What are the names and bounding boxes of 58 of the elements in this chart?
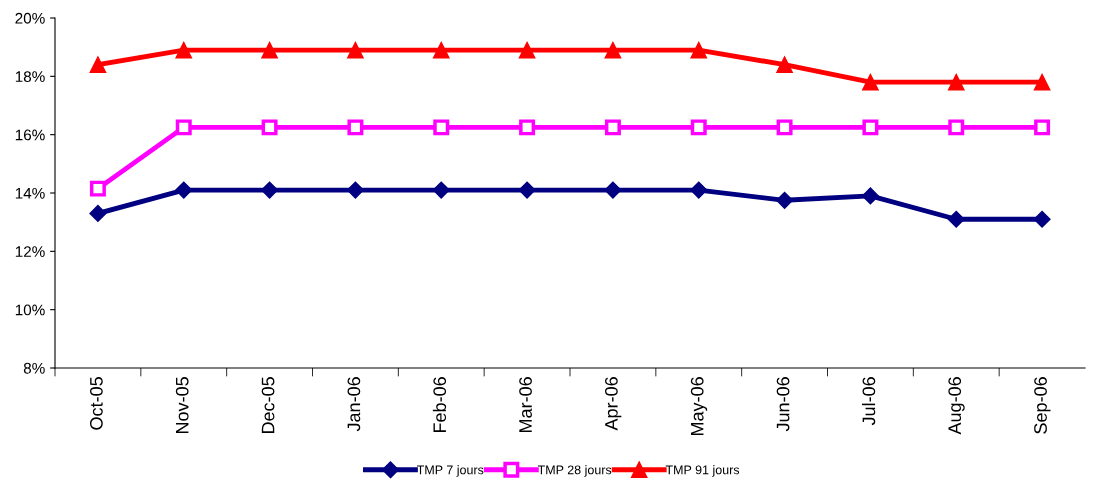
x-tick-label: Jan-06 <box>347 377 361 432</box>
x-tick-label: Apr-06 <box>604 377 622 431</box>
point <box>947 210 965 228</box>
point <box>519 119 536 136</box>
x-tick-label: Aug-06 <box>948 377 965 435</box>
point <box>690 181 708 199</box>
point <box>604 181 622 199</box>
point <box>432 41 450 59</box>
point <box>861 187 879 205</box>
point <box>690 41 708 59</box>
legend-label: TMP 7 jours <box>416 465 484 477</box>
point <box>89 180 106 197</box>
point <box>432 181 450 199</box>
y-tick-label: 16% <box>15 129 45 141</box>
point <box>776 56 793 74</box>
point <box>89 204 107 222</box>
point <box>89 56 107 74</box>
x-tick-label: Jul-06 <box>862 377 876 426</box>
legend-label: TMP 28 jours <box>537 465 612 477</box>
point <box>433 119 450 136</box>
point <box>261 41 278 59</box>
point <box>1033 73 1051 91</box>
y-tick-label: 12% <box>15 246 45 257</box>
point <box>862 73 879 91</box>
point <box>347 119 364 136</box>
y-tick-label: 14% <box>15 187 45 199</box>
point <box>690 119 707 136</box>
point <box>604 119 621 136</box>
x-tick-label: Sep-06 <box>1034 377 1051 434</box>
x-tick-label: Nov-05 <box>175 377 189 434</box>
point <box>947 73 965 91</box>
point <box>862 119 879 136</box>
y-tick-label: 20% <box>15 12 45 24</box>
x-tick-label: Mar-06 <box>519 377 532 433</box>
legend-label: TMP 91 jours <box>665 465 740 477</box>
point <box>175 119 192 136</box>
point <box>948 119 965 136</box>
point <box>1034 119 1051 136</box>
y-tick-label: 10% <box>15 304 45 316</box>
y-tick-label: 18% <box>15 71 45 83</box>
x-tick-label: Feb-06 <box>432 377 447 433</box>
y-tick-label: 8% <box>23 362 45 374</box>
x-tick-label: May-06 <box>690 377 708 436</box>
point <box>1033 210 1051 228</box>
x-tick-label: Jun-06 <box>776 377 790 432</box>
point <box>518 41 536 59</box>
point <box>175 41 193 59</box>
point <box>776 119 793 136</box>
point <box>776 191 794 209</box>
point <box>346 181 364 199</box>
point <box>347 41 364 59</box>
point <box>261 181 279 199</box>
point <box>261 119 278 136</box>
x-tick-label: Oct-05 <box>89 377 103 430</box>
point <box>175 181 193 199</box>
point <box>604 41 622 59</box>
point <box>518 181 536 199</box>
x-tick-label: Dec-05 <box>261 377 275 434</box>
